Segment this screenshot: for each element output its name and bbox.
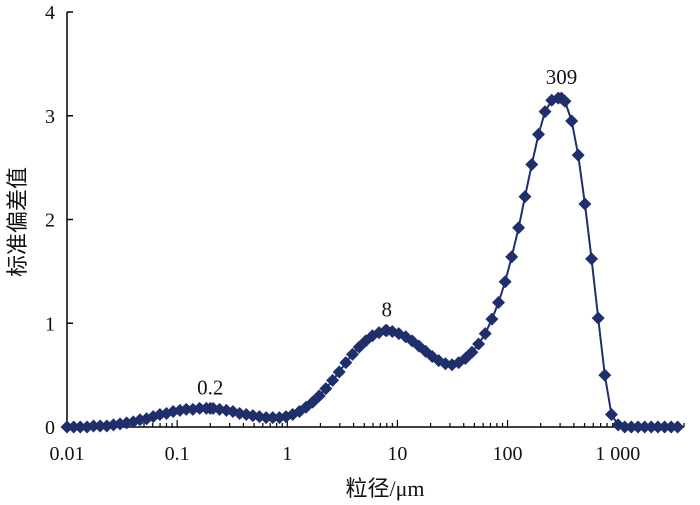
data-point-marker xyxy=(558,94,572,108)
data-point-marker xyxy=(266,411,280,425)
data-point-marker xyxy=(571,148,585,162)
x-tick-label: 1 xyxy=(282,443,292,465)
y-tick-label: 4 xyxy=(45,2,55,24)
data-point-marker xyxy=(498,275,512,289)
peak-annotation: 309 xyxy=(546,65,578,89)
data-point-marker xyxy=(332,365,346,379)
data-point-marker xyxy=(485,312,499,326)
data-point-marker xyxy=(638,420,652,434)
x-axis-title: 粒径/μm xyxy=(345,476,424,501)
data-point-marker xyxy=(671,420,685,434)
data-point-marker xyxy=(478,327,492,341)
data-point-marker xyxy=(319,382,333,396)
data-point-marker xyxy=(591,311,605,325)
data-point-marker xyxy=(525,158,539,172)
data-point-marker xyxy=(512,221,526,235)
data-point-marker xyxy=(658,420,672,434)
y-tick-label: 0 xyxy=(45,417,55,439)
x-tick-label: 10 xyxy=(387,443,407,465)
data-point-marker xyxy=(86,419,100,433)
data-point-marker xyxy=(60,420,74,434)
data-point-marker xyxy=(492,296,506,309)
data-point-marker xyxy=(651,420,665,434)
y-axis-title: 标准偏差值 xyxy=(5,167,30,277)
data-point-marker xyxy=(179,402,193,416)
data-point-marker xyxy=(585,252,599,266)
data-point-marker xyxy=(565,114,579,128)
label-layer: 粒径/μm 标准偏差值 0.2 8 309 xyxy=(5,65,577,501)
data-point-marker xyxy=(345,347,359,361)
data-point-marker xyxy=(326,373,340,387)
series-line xyxy=(67,97,678,428)
data-point-marker xyxy=(67,420,81,434)
y-tick-label: 2 xyxy=(45,210,55,232)
x-tick-label: 100 xyxy=(493,443,523,465)
x-tick-label: 1 000 xyxy=(595,443,640,465)
x-tick-label: 0.01 xyxy=(50,443,85,465)
data-point-marker xyxy=(339,356,353,370)
axes: 0 1 2 3 4 0.01 0.1 1 10 100 1 000 xyxy=(45,2,685,465)
data-point-marker xyxy=(624,420,638,434)
data-point-marker xyxy=(93,419,107,433)
series-marker-layer xyxy=(60,91,685,434)
data-point-marker xyxy=(518,190,532,204)
y-tick-label: 3 xyxy=(45,106,55,128)
data-point-marker xyxy=(532,127,546,141)
x-tick-label: 0.1 xyxy=(165,443,190,465)
data-point-marker xyxy=(644,420,658,434)
data-point-marker xyxy=(259,411,273,425)
peak-annotation: 8 xyxy=(381,298,392,322)
data-point-marker xyxy=(312,389,326,403)
data-point-marker xyxy=(538,105,552,119)
data-point-marker xyxy=(618,420,632,434)
series-line-layer xyxy=(67,97,678,428)
data-point-marker xyxy=(465,345,479,359)
data-point-marker xyxy=(472,337,486,351)
data-point-marker xyxy=(193,401,207,415)
y-tick-label: 1 xyxy=(45,313,55,335)
data-point-marker xyxy=(505,250,519,264)
data-point-marker xyxy=(578,197,592,211)
data-point-marker xyxy=(631,420,645,434)
data-point-marker xyxy=(598,368,612,382)
data-point-marker xyxy=(604,408,618,422)
peak-annotation: 0.2 xyxy=(197,375,223,399)
data-point-marker xyxy=(73,420,87,434)
